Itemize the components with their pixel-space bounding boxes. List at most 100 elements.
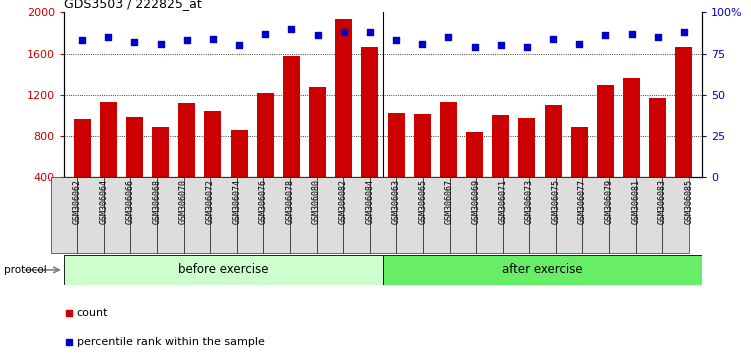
Text: GSM306065: GSM306065 [418,179,427,224]
Point [364,29,376,35]
Bar [100,102,117,218]
Text: GSM306066: GSM306066 [126,179,135,224]
Point [416,41,428,46]
Point [652,34,664,40]
Bar [492,115,509,218]
FancyBboxPatch shape [290,177,316,253]
Text: GSM306068: GSM306068 [152,179,161,224]
FancyBboxPatch shape [583,177,609,253]
FancyBboxPatch shape [77,177,104,253]
Bar [283,56,300,218]
Text: before exercise: before exercise [178,263,269,276]
FancyBboxPatch shape [64,255,383,285]
FancyBboxPatch shape [450,177,476,253]
Point [338,29,350,35]
Point [469,44,481,50]
Bar [544,105,562,218]
Point [573,41,585,46]
Bar [231,130,248,218]
Point [207,36,219,41]
Bar [518,118,535,218]
Text: after exercise: after exercise [502,263,583,276]
Text: GSM306082: GSM306082 [339,179,348,224]
Text: GSM306076: GSM306076 [259,179,268,224]
Point [259,31,271,36]
Point [312,33,324,38]
Bar [571,127,588,218]
Point [495,42,507,48]
FancyBboxPatch shape [237,177,264,253]
Text: GSM306085: GSM306085 [684,179,693,224]
FancyBboxPatch shape [210,177,237,253]
FancyBboxPatch shape [369,177,397,253]
Bar [335,18,352,218]
FancyBboxPatch shape [50,177,77,253]
Bar [204,111,222,218]
Text: GSM306064: GSM306064 [99,179,108,224]
Point [390,38,402,43]
Text: GSM306070: GSM306070 [179,179,188,224]
Point [547,36,559,41]
Text: GSM306072: GSM306072 [206,179,215,224]
FancyBboxPatch shape [662,177,689,253]
FancyBboxPatch shape [397,177,423,253]
Point [599,33,611,38]
FancyBboxPatch shape [104,177,131,253]
Text: GSM306080: GSM306080 [312,179,321,224]
FancyBboxPatch shape [476,177,502,253]
FancyBboxPatch shape [635,177,662,253]
Point [285,26,297,32]
Point [424,210,436,215]
Text: GSM306073: GSM306073 [525,179,534,224]
Text: GDS3503 / 222825_at: GDS3503 / 222825_at [64,0,201,10]
Text: GSM306077: GSM306077 [578,179,587,224]
FancyBboxPatch shape [183,177,210,253]
FancyBboxPatch shape [383,255,702,285]
Bar [309,87,326,218]
FancyBboxPatch shape [423,177,450,253]
FancyBboxPatch shape [502,177,529,253]
Bar [388,113,405,218]
Bar [649,98,666,218]
FancyBboxPatch shape [343,177,369,253]
Point [76,38,88,43]
FancyBboxPatch shape [609,177,635,253]
Text: GSM306067: GSM306067 [445,179,454,224]
Bar [675,47,692,218]
Point [102,34,114,40]
FancyBboxPatch shape [131,177,157,253]
Point [128,39,140,45]
Text: GSM306062: GSM306062 [73,179,82,224]
Point [678,29,690,35]
Bar [597,85,614,218]
Text: GSM306075: GSM306075 [551,179,560,224]
Text: GSM306063: GSM306063 [392,179,401,224]
Text: GSM306083: GSM306083 [658,179,667,224]
Text: GSM306081: GSM306081 [631,179,640,224]
Bar [257,93,274,218]
FancyBboxPatch shape [556,177,583,253]
Text: GSM306074: GSM306074 [232,179,241,224]
Point [442,34,454,40]
Bar [414,114,431,218]
Text: count: count [77,308,108,318]
Text: GSM306071: GSM306071 [498,179,507,224]
Bar [74,119,91,218]
Point [521,44,533,50]
Point [233,42,245,48]
Bar [361,47,379,218]
Bar [178,103,195,218]
FancyBboxPatch shape [264,177,290,253]
Text: GSM306084: GSM306084 [365,179,374,224]
Bar [466,132,483,218]
Text: percentile rank within the sample: percentile rank within the sample [77,337,264,347]
FancyBboxPatch shape [157,177,183,253]
Bar [152,127,169,218]
Text: protocol: protocol [4,265,47,275]
Text: GSM306079: GSM306079 [605,179,614,224]
Text: GSM306078: GSM306078 [285,179,294,224]
FancyBboxPatch shape [316,177,343,253]
Bar [126,117,143,218]
Bar [623,78,640,218]
Point [626,31,638,36]
